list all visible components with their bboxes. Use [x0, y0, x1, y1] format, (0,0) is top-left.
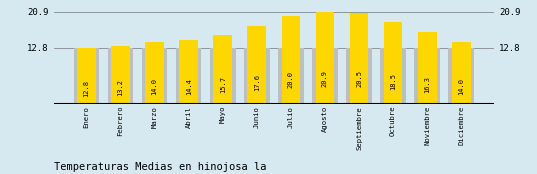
Bar [111, 46, 130, 104]
Text: 20.9: 20.9 [322, 70, 328, 87]
Bar [415, 48, 440, 104]
Bar [350, 13, 368, 104]
Text: 20.0: 20.0 [288, 71, 294, 88]
Bar [213, 35, 232, 104]
Bar [312, 48, 338, 104]
Text: 14.4: 14.4 [186, 78, 192, 95]
Bar [108, 48, 133, 104]
Bar [316, 12, 335, 104]
Text: 16.3: 16.3 [424, 76, 430, 93]
Bar [248, 26, 266, 104]
Text: 18.5: 18.5 [390, 73, 396, 90]
Text: 13.2: 13.2 [118, 80, 124, 97]
Bar [77, 48, 96, 104]
Bar [380, 48, 406, 104]
Bar [244, 48, 270, 104]
Bar [146, 42, 164, 104]
Bar [176, 48, 201, 104]
Bar [418, 32, 437, 104]
Text: Temperaturas Medias en hinojosa la: Temperaturas Medias en hinojosa la [54, 162, 266, 172]
Text: 14.0: 14.0 [458, 78, 465, 96]
Bar [179, 41, 198, 104]
Bar [384, 22, 402, 104]
Bar [346, 48, 372, 104]
Bar [74, 48, 99, 104]
Bar [210, 48, 236, 104]
Text: 12.8: 12.8 [83, 80, 90, 97]
Text: 20.5: 20.5 [356, 70, 362, 87]
Bar [281, 16, 300, 104]
Bar [278, 48, 304, 104]
Bar [448, 48, 474, 104]
Text: 15.7: 15.7 [220, 76, 226, 93]
Text: 17.6: 17.6 [254, 74, 260, 91]
Bar [452, 42, 470, 104]
Bar [142, 48, 168, 104]
Text: 14.0: 14.0 [151, 78, 158, 96]
